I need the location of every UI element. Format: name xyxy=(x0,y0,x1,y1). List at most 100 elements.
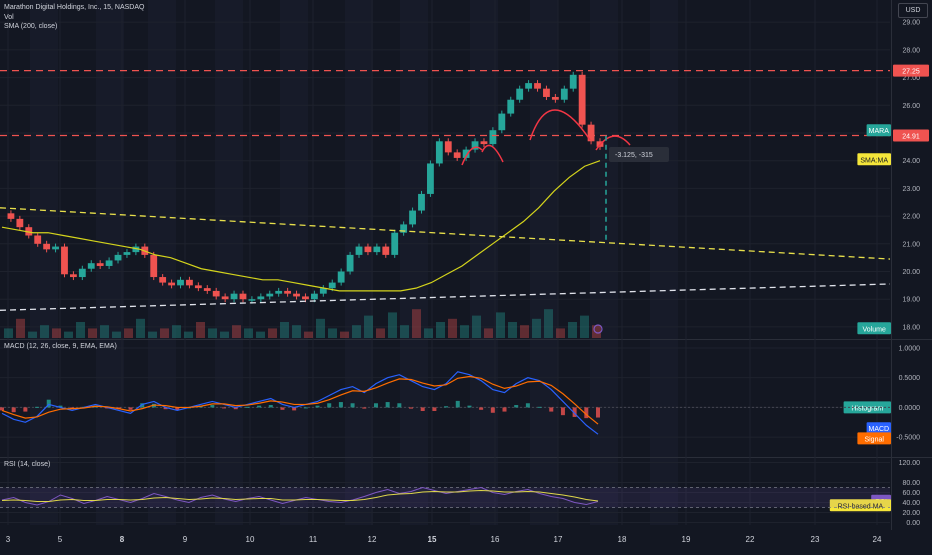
macd-histogram-bar xyxy=(420,407,425,411)
session-band xyxy=(530,0,558,525)
x-tick-label: 17 xyxy=(554,535,563,544)
volume-bar xyxy=(520,325,529,338)
y-tick-label: 27.00 xyxy=(902,75,920,82)
candle-body xyxy=(507,99,515,114)
macd-histogram-bar xyxy=(502,407,507,412)
macd-histogram-bar xyxy=(128,407,133,410)
macd-histogram-bar xyxy=(175,407,180,411)
candle-body xyxy=(132,246,140,253)
macd-histogram-bar xyxy=(35,406,40,408)
macd-histogram-bar xyxy=(11,407,16,413)
x-tick-label: 8 xyxy=(120,535,125,544)
tooltip-box xyxy=(609,147,669,162)
candle-body xyxy=(453,152,461,158)
y-tick-label: 22.00 xyxy=(902,214,920,221)
y-tick-label: 60.00 xyxy=(902,490,920,497)
y-tick-label: 1.0000 xyxy=(899,345,921,352)
volume-bar xyxy=(220,331,229,338)
x-tick-label: 11 xyxy=(309,535,318,544)
macd-histogram-bar xyxy=(514,405,519,408)
sma-line xyxy=(1,160,601,292)
volume-bar xyxy=(460,325,469,338)
candle-body xyxy=(16,218,24,228)
price-tag-label: MARA xyxy=(869,128,890,135)
macd-histogram-bar xyxy=(596,407,600,418)
volume-bar xyxy=(592,325,601,338)
x-tick-label: 12 xyxy=(368,535,377,544)
macd-histogram-bar xyxy=(409,407,414,409)
macd-histogram-bar xyxy=(385,402,390,408)
volume-bar xyxy=(244,328,253,338)
macd-legend[interactable]: MACD (12, 26, close, 9, EMA, EMA) xyxy=(4,343,117,350)
volume-bar xyxy=(268,328,277,338)
macd-histogram-bar xyxy=(315,405,320,408)
candle-body xyxy=(355,246,363,255)
candle-body xyxy=(105,260,113,266)
macd-histogram-bar xyxy=(222,407,227,409)
macd-histogram-bar xyxy=(23,407,28,412)
volume-bar xyxy=(280,322,289,338)
session-band xyxy=(30,0,58,525)
volume-bar xyxy=(580,315,589,338)
macd-histogram-bar xyxy=(292,407,297,411)
volume-bar xyxy=(184,331,193,338)
price-tag-label: Signal xyxy=(864,436,884,443)
candle-body xyxy=(150,254,158,278)
candle-body xyxy=(78,268,86,278)
y-tick-label: 23.00 xyxy=(902,186,920,193)
candle-body xyxy=(578,74,586,125)
sma-legend[interactable]: SMA (200, close) xyxy=(4,23,58,30)
volume-bar xyxy=(100,325,109,338)
y-tick-label: 26.00 xyxy=(902,103,920,110)
currency-button[interactable]: USD xyxy=(898,3,928,18)
macd-histogram-bar xyxy=(490,407,495,413)
measure-tooltip: -3.125, -315 xyxy=(609,147,669,162)
volume-bar xyxy=(532,318,541,338)
candle-body xyxy=(123,252,131,255)
candle-body xyxy=(257,296,265,300)
x-tick-label: 24 xyxy=(873,535,882,544)
candle-body xyxy=(7,213,15,219)
volume-legend[interactable]: Vol xyxy=(4,14,14,21)
candle-body xyxy=(266,293,274,297)
candle-body xyxy=(346,254,354,272)
macd-histogram-bar xyxy=(397,403,402,408)
price-tag xyxy=(857,432,891,445)
x-tick-label: 16 xyxy=(491,535,500,544)
price-tag-label: SMA:MA xyxy=(860,157,888,164)
symbol-legend[interactable]: Marathon Digital Holdings, Inc., 15, NAS… xyxy=(4,4,145,11)
candle-body xyxy=(159,277,167,283)
x-tick-label: 22 xyxy=(746,535,755,544)
macd-histogram-bar xyxy=(467,405,472,408)
volume-bar xyxy=(292,325,301,338)
macd-histogram-bar xyxy=(58,405,63,408)
price-tag-label: 24.91 xyxy=(902,133,920,140)
rsi-line xyxy=(1,486,599,506)
macd-histogram-bar xyxy=(338,402,343,408)
volume-bar xyxy=(208,328,217,338)
macd-histogram-bar xyxy=(350,403,355,408)
price-tag-label: Volume xyxy=(863,326,886,333)
macd-histogram-bar xyxy=(280,407,285,410)
candle-body xyxy=(248,299,256,301)
candle-body xyxy=(587,124,595,142)
macd-histogram-bar xyxy=(560,407,565,416)
rsi-legend[interactable]: RSI (14, close) xyxy=(4,461,51,468)
volume-bar xyxy=(424,328,433,338)
volume-bar xyxy=(76,322,85,338)
volume-bar xyxy=(160,328,169,338)
rsi-band xyxy=(0,487,890,508)
candle-body xyxy=(52,246,59,250)
volume-bar xyxy=(412,309,421,338)
tooltip-text: -3.125, -315 xyxy=(615,152,653,159)
price-tag-label: 27.25 xyxy=(902,69,920,76)
volume-bar xyxy=(112,331,121,338)
macd-histogram-bar xyxy=(210,405,215,408)
x-tick-label: 5 xyxy=(58,535,63,544)
candle-body xyxy=(471,141,479,150)
candle-body xyxy=(516,88,524,100)
candle-body xyxy=(489,130,497,145)
candle-body xyxy=(435,141,443,164)
